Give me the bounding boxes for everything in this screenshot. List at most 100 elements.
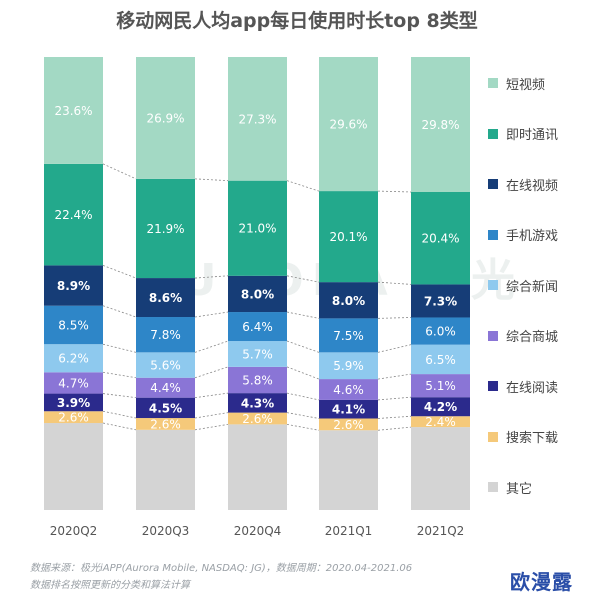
legend-label: 手机游戏 xyxy=(506,229,559,244)
connector-line xyxy=(377,344,412,353)
legend-swatch xyxy=(488,431,498,442)
data-label: 29.8% xyxy=(421,118,459,132)
legend-swatch xyxy=(488,482,498,492)
data-label: 7.3% xyxy=(424,294,457,308)
data-label: 6.5% xyxy=(425,353,456,367)
connector-line xyxy=(286,366,320,380)
x-tick-label: 2021Q2 xyxy=(417,524,465,538)
data-label: 4.2% xyxy=(424,400,457,414)
data-label: 26.9% xyxy=(146,111,184,125)
bar-segment xyxy=(319,379,378,400)
data-label: 6.2% xyxy=(58,352,89,366)
connector-line xyxy=(377,317,412,319)
bar-segment xyxy=(136,278,195,318)
legend-item: 在线视频 xyxy=(488,175,558,194)
data-label: 4.4% xyxy=(150,381,181,395)
bar-segment xyxy=(136,317,195,353)
bar-segment xyxy=(44,393,103,412)
data-label: 27.3% xyxy=(238,112,276,126)
bar-segment xyxy=(136,418,195,430)
data-label: 7.5% xyxy=(333,329,364,343)
data-label: 21.9% xyxy=(146,222,184,236)
data-label: 5.7% xyxy=(242,347,273,361)
bar-segment xyxy=(44,411,103,424)
data-label: 4.1% xyxy=(332,403,365,417)
bar-segment xyxy=(44,163,103,266)
data-label: 2.6% xyxy=(333,418,364,432)
x-tick-label: 2020Q3 xyxy=(142,524,190,538)
bar-segment xyxy=(228,341,287,367)
bar-segment xyxy=(136,178,195,279)
bar-segment xyxy=(136,377,195,398)
bar-segment xyxy=(319,191,378,283)
data-label: 7.8% xyxy=(150,328,181,342)
connector-line xyxy=(377,373,412,380)
connector-line xyxy=(194,412,229,419)
bar-segment xyxy=(319,418,378,431)
x-tick-label: 2020Q2 xyxy=(50,524,98,538)
data-label: 2.4% xyxy=(425,415,456,429)
legend-swatch xyxy=(488,179,498,189)
data-label: 4.3% xyxy=(241,396,274,410)
connector-line xyxy=(194,366,229,379)
data-label: 20.1% xyxy=(329,230,367,244)
connector-line xyxy=(194,423,229,431)
bar-segment xyxy=(411,191,470,285)
data-label: 20.4% xyxy=(421,232,459,246)
bar-segment xyxy=(411,344,470,375)
legend-label: 其它 xyxy=(506,481,533,497)
bar-segment xyxy=(319,399,378,419)
legend-label: 在线阅读 xyxy=(506,380,559,396)
legend-swatch xyxy=(488,330,498,341)
bar-segment xyxy=(44,423,103,510)
bar-segment xyxy=(228,412,287,425)
corner-watermark: 欧漫露 xyxy=(510,570,573,594)
bar-segment xyxy=(136,352,195,378)
bar-segment xyxy=(319,430,378,510)
connector-line xyxy=(286,423,320,431)
connector-line xyxy=(102,265,137,279)
legend-label: 搜索下载 xyxy=(506,431,559,446)
legend-item: 其它 xyxy=(488,478,533,497)
bar-segment xyxy=(228,424,287,510)
footnote-method-line: 数据排名按照更新的分类和算法计算 xyxy=(30,580,190,591)
legend-swatch xyxy=(488,381,498,391)
x-tick-label: 2020Q4 xyxy=(234,524,282,538)
connector-line xyxy=(194,392,229,399)
bar-segment xyxy=(411,284,470,318)
connector-line xyxy=(286,340,320,353)
bar-segment xyxy=(411,416,470,428)
bar-segment xyxy=(44,265,103,306)
legend-item: 综合新闻 xyxy=(488,276,558,295)
data-label: 2.6% xyxy=(58,411,89,425)
connector-line xyxy=(286,392,320,401)
connector-line xyxy=(102,410,137,419)
legend-swatch xyxy=(488,229,498,240)
legend-label: 短视频 xyxy=(506,77,546,93)
bar-segment xyxy=(319,318,378,353)
data-label: 23.6% xyxy=(54,104,92,118)
data-label: 8.5% xyxy=(58,318,89,332)
connector-line xyxy=(377,190,412,193)
legend-item: 在线阅读 xyxy=(488,377,559,396)
connector-line xyxy=(102,393,137,399)
bar-segment xyxy=(136,57,195,179)
connector-line xyxy=(286,412,320,419)
chart-title: 移动网民人均app每日使用时长top 8类型 xyxy=(116,10,478,32)
connector-line xyxy=(194,311,229,318)
data-label: 4.5% xyxy=(149,401,182,415)
bar-segment xyxy=(228,366,287,394)
data-label: 4.6% xyxy=(333,383,364,397)
data-label: 5.9% xyxy=(333,359,364,373)
connector-line xyxy=(286,180,320,192)
data-label: 8.6% xyxy=(149,291,182,305)
connector-line xyxy=(102,422,137,431)
data-label: 8.0% xyxy=(332,294,365,308)
bar-segment xyxy=(228,180,287,276)
data-label: 6.0% xyxy=(425,325,456,339)
data-label: 8.0% xyxy=(241,287,274,301)
bar-segment xyxy=(136,429,195,510)
bar-segment xyxy=(136,397,195,419)
bar-segment xyxy=(228,57,287,181)
